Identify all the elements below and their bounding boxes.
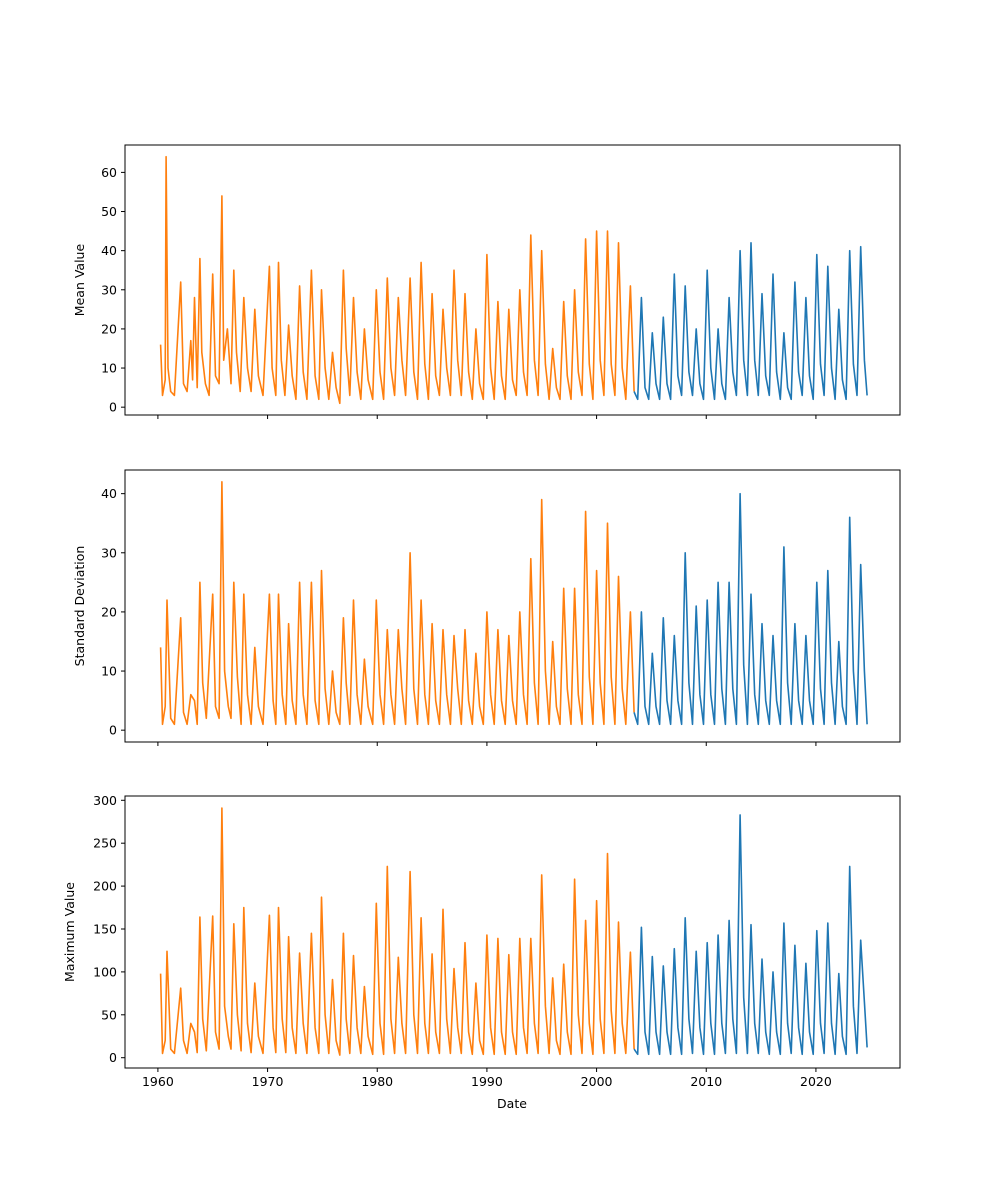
mean-y-tick-label: 60: [101, 165, 117, 180]
max-x-ticks: 1960 1970 1980 1990 2000 2010 2020: [142, 1068, 832, 1089]
max-y-ticks: 0 50 100 150 200 250 300: [93, 793, 125, 1065]
std-axes-frame: [124, 469, 901, 743]
mean-y-ticks: 0 10 20 30 40 50 60: [101, 165, 125, 415]
max-x-tick-label: 2010: [690, 1074, 722, 1089]
mean-axes-frame: [124, 144, 901, 416]
mean-x-ticks: [157, 415, 817, 419]
max-y-tick-label: 0: [109, 1050, 117, 1065]
std-series-orange-line: [159, 481, 635, 726]
max-x-tick-label: 2020: [800, 1074, 832, 1089]
x-axis-label: Date: [497, 1096, 527, 1111]
max-y-tick-label: 200: [93, 879, 117, 894]
subplot-max: 0 50 100 150 200 250 300 1960 1970 1980 1990 2000 2…: [62, 793, 901, 1089]
max-x-tick-label: 1990: [471, 1074, 503, 1089]
max-y-tick-label: 150: [93, 921, 117, 936]
max-axes-frame: [124, 795, 901, 1069]
mean-y-tick-label: 10: [101, 361, 117, 376]
mean-y-tick-label: 0: [109, 400, 117, 415]
std-x-ticks: [157, 742, 817, 746]
max-series-blue-line: [633, 814, 868, 1056]
subplot-std: 0 10 20 30 40 Standard Deviation: [72, 469, 901, 746]
mean-y-tick-label: 30: [101, 282, 117, 297]
std-series-blue-line: [633, 492, 868, 726]
max-x-tick-label: 1960: [142, 1074, 174, 1089]
mean-series-lines: [159, 155, 868, 405]
mean-y-axis-label: Mean Value: [72, 244, 87, 317]
mean-y-tick-label: 40: [101, 243, 117, 258]
max-x-tick-label: 2000: [581, 1074, 613, 1089]
mean-y-tick-label: 50: [101, 204, 117, 219]
max-y-tick-label: 100: [93, 964, 117, 979]
std-y-tick-label: 0: [109, 723, 117, 738]
max-x-tick-label: 1970: [252, 1074, 284, 1089]
mean-series-orange-line: [159, 155, 635, 405]
max-x-tick-label: 1980: [361, 1074, 393, 1089]
subplot-mean: 0 10 20 30 40 50 60 Mean Value: [72, 144, 901, 419]
std-y-tick-label: 30: [101, 545, 117, 560]
max-y-axis-label: Maximum Value: [62, 882, 77, 982]
std-y-tick-label: 10: [101, 664, 117, 679]
max-y-tick-label: 50: [101, 1007, 117, 1022]
std-y-tick-label: 20: [101, 604, 117, 619]
std-y-axis-label: Standard Deviation: [72, 546, 87, 667]
mean-y-tick-label: 20: [101, 321, 117, 336]
mean-series-blue-line: [633, 242, 868, 401]
max-series-orange-line: [159, 807, 635, 1056]
std-series-lines: [159, 481, 868, 726]
max-y-tick-label: 300: [93, 793, 117, 808]
std-y-ticks: 0 10 20 30 40: [101, 486, 125, 738]
max-y-tick-label: 250: [93, 836, 117, 851]
std-y-tick-label: 40: [101, 486, 117, 501]
max-series-lines: [159, 807, 868, 1056]
